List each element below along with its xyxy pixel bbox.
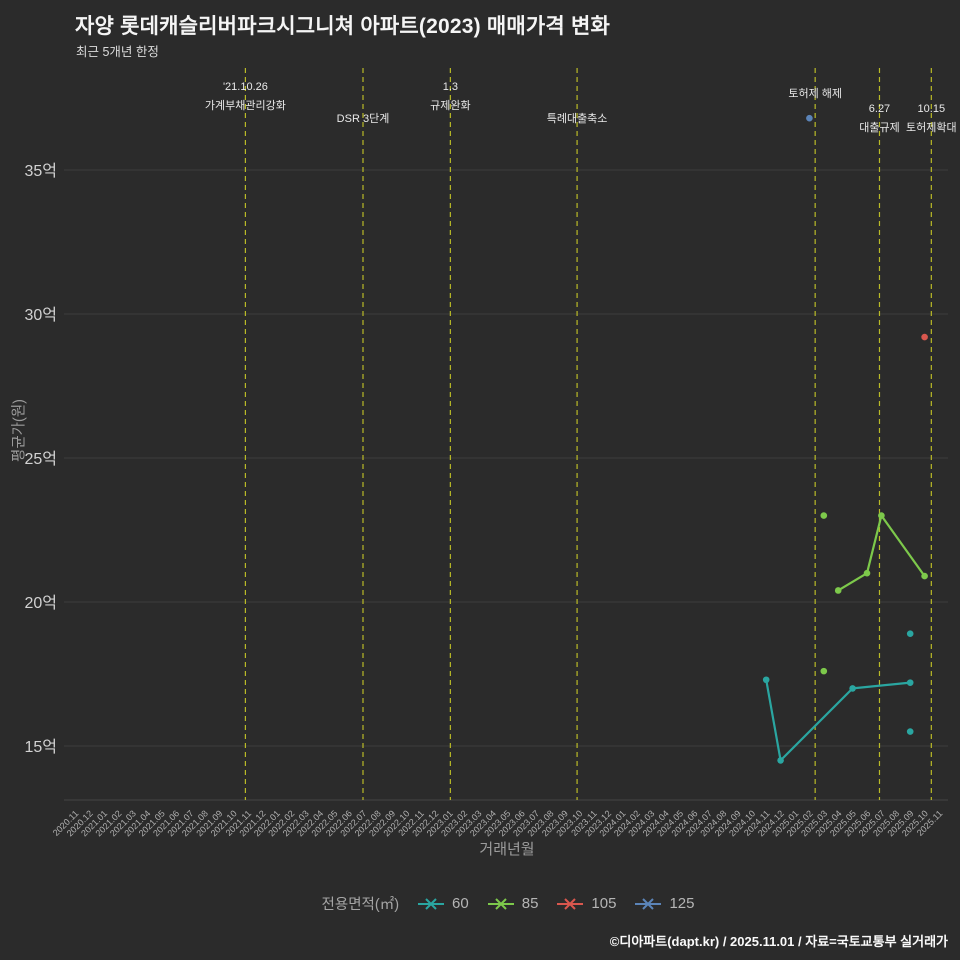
legend-line-x-marker-icon [635,897,662,910]
svg-text:10.15: 10.15 [918,103,946,115]
svg-text:30억: 30억 [24,306,57,324]
svg-text:35억: 35억 [24,162,57,180]
y-axis-label: 평균가(원) [11,398,28,463]
legend: 전용면적(㎡) 60 85 105 125 [28,893,960,914]
gridlines [64,169,948,801]
legend-item-60: 60 [416,895,469,912]
price-chart: 15억 20억 25억 30억 35억 2020.112020.122021.012021… [24,68,957,838]
svg-text:특례대출축소: 특례대출축소 [547,112,608,125]
svg-text:25억: 25억 [24,450,57,468]
svg-text:'21.10.26: '21.10.26 [223,81,268,93]
series-105 [921,333,928,341]
legend-line-x-marker-icon [557,897,584,910]
svg-text:가계부채관리강화: 가계부채관리강화 [205,99,286,112]
legend-items: 60 85 105 125 [416,895,694,912]
legend-title: 전용면적(㎡) [321,897,400,913]
legend-item-label: 85 [521,895,539,912]
svg-text:토허제확대: 토허제확대 [906,121,957,134]
legend-line-x-marker-icon [418,897,445,910]
svg-text:15억: 15억 [24,738,57,756]
credit-text: ©디아파트(dapt.kr) / 2025.11.01 / 자료=국토교통부 실… [609,934,948,949]
legend-item-label: 125 [669,895,695,912]
series-125 [806,114,813,122]
legend-item-85: 85 [486,895,539,912]
svg-text:DSR 3단계: DSR 3단계 [337,112,390,125]
svg-text:20억: 20억 [24,594,57,612]
legend-item-125: 125 [633,895,694,912]
svg-text:규제완화: 규제완화 [430,99,470,112]
svg-text:6.27: 6.27 [869,103,890,115]
legend-item-105: 105 [555,895,616,912]
legend-line-x-marker-icon [487,897,514,910]
legend-item-label: 60 [452,895,469,912]
y-axis-ticks: 15억 20억 25억 30억 35억 [24,162,57,756]
series-60 [762,630,914,764]
chart-subtitle: 최근 5개년 한정 [76,45,159,59]
legend-item-label: 105 [591,895,617,912]
x-axis-ticks: 2020.112020.122021.012021.022021.032021.… [51,808,945,838]
series-85 [820,512,928,675]
chart-title: 자양 롯데캐슬리버파크시그니쳐 아파트(2023) 매매가격 변화 [75,15,610,38]
svg-text:토허제 해제: 토허제 해제 [788,86,842,100]
x-axis-label: 거래년월 [479,841,535,858]
svg-text:1.3: 1.3 [443,81,458,93]
svg-text:대출규제: 대출규제 [859,121,899,134]
